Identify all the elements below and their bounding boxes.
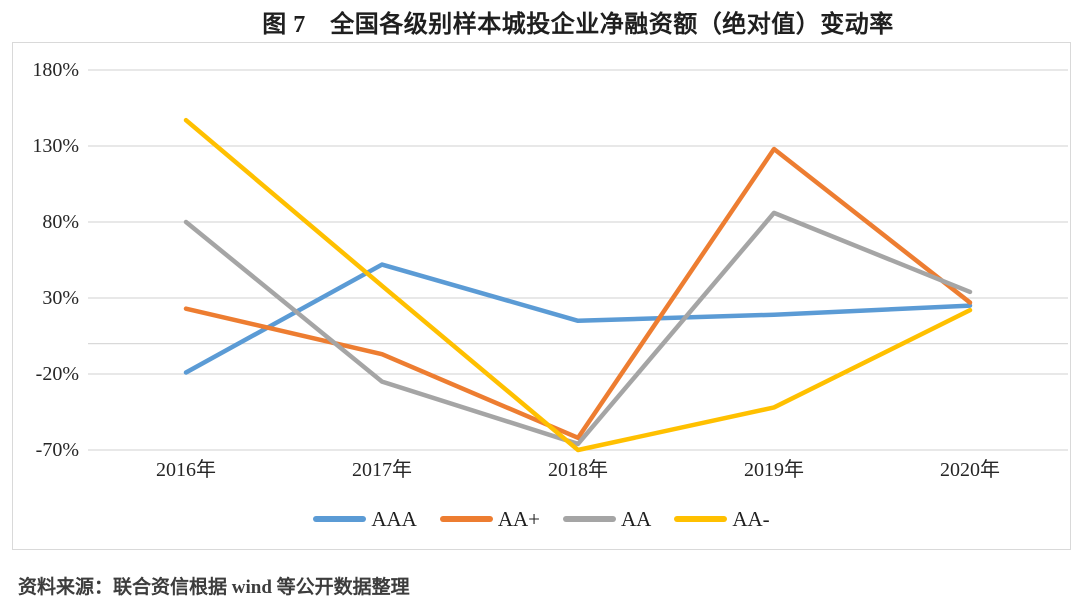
legend-line-swatch — [674, 516, 728, 522]
legend-line-swatch — [313, 516, 367, 522]
y-tick-label: 80% — [42, 211, 79, 233]
x-tick-label: 2018年 — [548, 459, 608, 481]
legend-item-AA: AA — [563, 506, 651, 532]
legend-item-AAA: AAA — [313, 506, 417, 532]
x-tick-label: 2020年 — [940, 459, 1000, 481]
legend-label: AAA — [371, 507, 417, 531]
y-tick-label: 180% — [32, 59, 79, 81]
y-tick-label: 130% — [32, 135, 79, 157]
x-tick-label: 2019年 — [744, 459, 804, 481]
legend: AAA AA+ AA AA- — [13, 503, 1070, 535]
legend-label: AA- — [732, 507, 770, 531]
y-tick-label: 30% — [42, 287, 79, 309]
source-note: 资料来源：联合资信根据 wind 等公开数据整理 — [18, 577, 410, 598]
legend-line-swatch — [563, 516, 616, 522]
legend-item-AA+: AA+ — [439, 506, 540, 532]
y-tick-label: -70% — [35, 439, 79, 461]
series-line-AAA — [183, 262, 973, 375]
chart-area: 180% 130% 80% 30% -20% -70% 2016年 2017年 2018年 20… — [12, 42, 1071, 550]
plot-canvas — [88, 69, 1068, 453]
legend-item-AA-: AA- — [674, 506, 770, 532]
series-line-AA+ — [183, 146, 973, 441]
x-tick-label: 2016年 — [156, 459, 216, 481]
series-line-AA- — [183, 117, 973, 453]
chart-title: 图 7 全国各级别样本城投企业净融资额（绝对值）变动率 — [262, 12, 894, 38]
y-tick-label: -20% — [35, 363, 79, 385]
legend-label: AA — [621, 507, 652, 531]
legend-line-swatch — [439, 516, 493, 522]
x-tick-label: 2017年 — [352, 459, 412, 481]
series-line-AA — [183, 210, 973, 447]
legend-label: AA+ — [497, 507, 540, 531]
